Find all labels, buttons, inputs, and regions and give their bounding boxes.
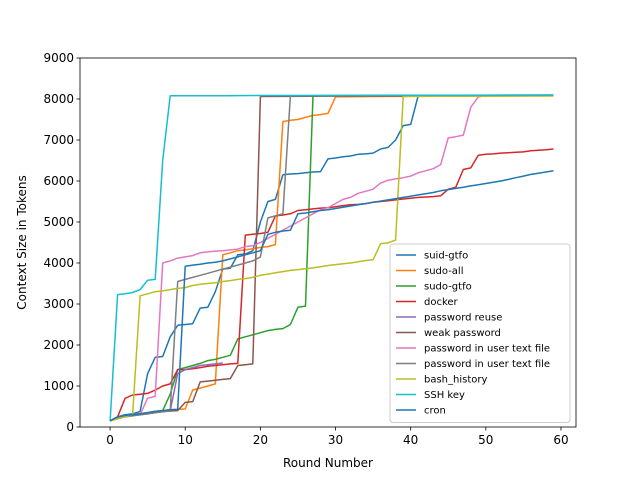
series-line-10 [109,170,554,422]
y-tick-label: 8000 [43,92,74,106]
y-tick-label: 3000 [43,297,74,311]
y-tick-label: 1000 [43,379,74,393]
y-axis-label: Context Size in Tokens [15,175,29,309]
x-axis-ticks: 0 10 20 30 40 50 60 [106,427,569,447]
legend: suid-gtfo sudo-all sudo-gtfo docker password… [389,243,571,423]
y-tick-label: 4000 [43,256,74,270]
legend-label: SSH key [424,390,465,401]
series-line-7 [109,94,554,422]
x-tick-label: 30 [328,433,343,447]
plot-frame [79,57,577,428]
x-tick-label: 10 [178,433,193,447]
x-tick-label: 50 [478,433,493,447]
legend-label: bash_history [424,375,488,386]
y-axis-ticks: 0 1000 2000 3000 4000 5000 6000 7000 8000 9000 [43,51,80,434]
legend-label: suid-gtfo [424,251,468,262]
series-line-8 [109,95,554,422]
legend-label: sudo-gtfo [424,282,472,293]
x-tick-label: 0 [106,433,114,447]
series-line-9 [109,94,554,421]
x-axis-label: Round Number [283,456,373,470]
legend-label: cron [424,406,446,417]
x-tick-label: 20 [253,433,268,447]
legend-label: weak password [424,328,501,339]
legend-label: password in user text file [424,344,550,355]
y-tick-label: 7000 [43,133,74,147]
y-tick-label: 0 [66,420,74,434]
legend-label: password reuse [424,313,502,324]
legend-box [389,243,571,423]
legend-label: sudo-all [424,266,464,277]
series-line-0 [109,94,554,422]
legend-label: docker [424,297,459,308]
series-line-6 [109,94,554,422]
y-tick-label: 9000 [43,51,74,65]
y-tick-label: 6000 [43,174,74,188]
x-tick-label: 40 [403,433,418,447]
y-tick-label: 5000 [43,215,74,229]
plot-lines [109,94,554,422]
legend-label: password in user text file [424,359,550,370]
x-tick-label: 60 [553,433,568,447]
y-tick-label: 2000 [43,338,74,352]
